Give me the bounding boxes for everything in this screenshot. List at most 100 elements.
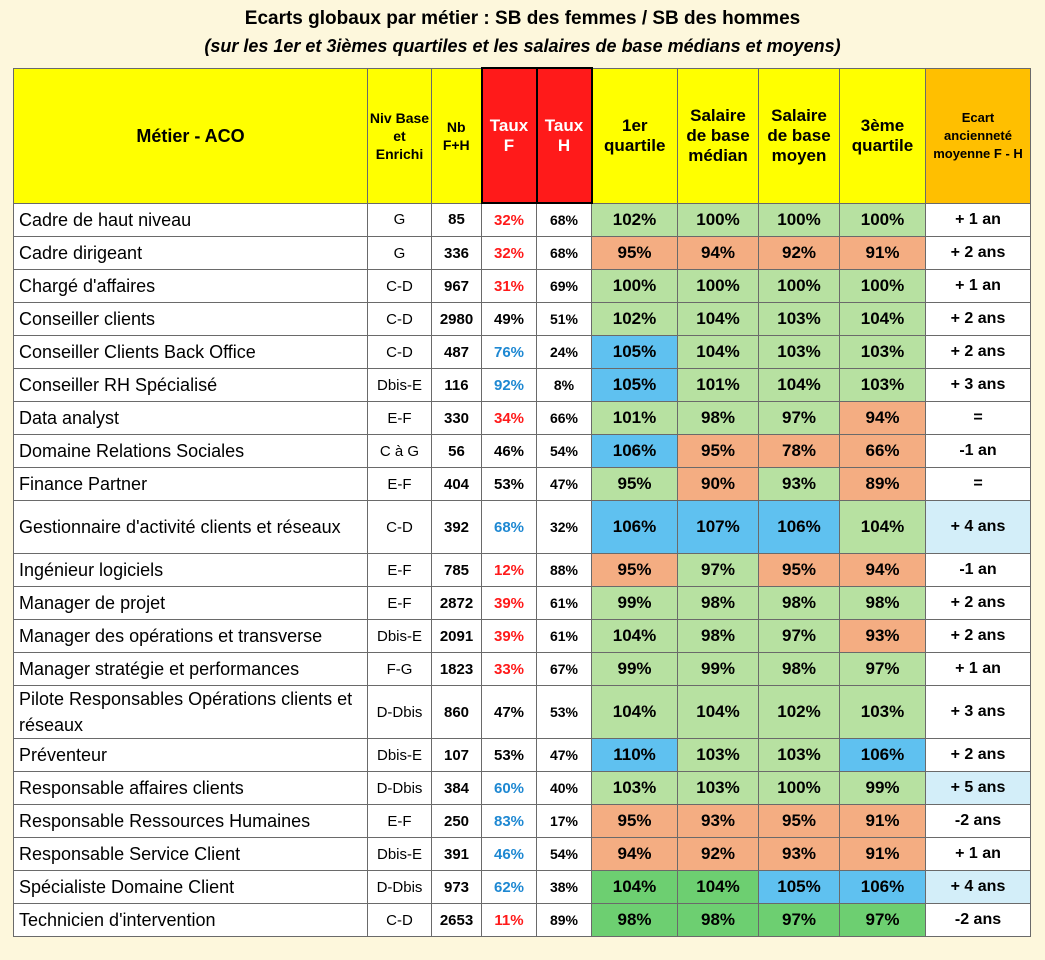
cell-median: 90%: [677, 467, 759, 501]
cell-taux-h: 67%: [536, 652, 592, 686]
cell-median: 93%: [677, 804, 759, 838]
cell-median: 98%: [677, 903, 759, 937]
cell-taux-f: 46%: [481, 434, 537, 468]
cell-taux-h: 89%: [536, 903, 592, 937]
cell-taux-h: 40%: [536, 771, 592, 805]
cell-taux-f: 47%: [481, 685, 537, 739]
cell-moyen: 98%: [758, 586, 840, 620]
cell-niveau: Dbis-E: [367, 619, 432, 653]
cell-metier: Conseiller Clients Back Office: [13, 335, 368, 369]
cell-median: 100%: [677, 202, 759, 237]
cell-taux-f: 92%: [481, 368, 537, 402]
cell-taux-h: 54%: [536, 837, 592, 871]
cell-taux-h: 68%: [536, 236, 592, 270]
cell-q3: 103%: [839, 368, 926, 402]
table-row: Data analyst E-F 330 34% 66% 101% 98% 97…: [13, 401, 1031, 435]
cell-taux-f: 62%: [481, 870, 537, 904]
cell-moyen: 100%: [758, 771, 840, 805]
cell-q3: 89%: [839, 467, 926, 501]
cell-nb: 967: [431, 269, 482, 303]
cell-median: 98%: [677, 586, 759, 620]
cell-taux-h: 38%: [536, 870, 592, 904]
table-row: Domaine Relations Sociales C à G 56 46% …: [13, 434, 1031, 468]
cell-q1: 102%: [591, 202, 678, 237]
cell-q1: 105%: [591, 335, 678, 369]
header-ecart: Ecart ancienneté moyenne F - H: [925, 67, 1031, 204]
header-moyen: Salaire de base moyen: [758, 67, 840, 204]
cell-taux-h: 24%: [536, 335, 592, 369]
cell-q1: 105%: [591, 368, 678, 402]
header-q3: 3ème quartile: [839, 67, 926, 204]
cell-q1: 101%: [591, 401, 678, 435]
cell-moyen: 100%: [758, 202, 840, 237]
cell-taux-f: 33%: [481, 652, 537, 686]
cell-median: 97%: [677, 553, 759, 587]
cell-q1: 100%: [591, 269, 678, 303]
cell-moyen: 103%: [758, 335, 840, 369]
header-metier: Métier - ACO: [13, 67, 368, 204]
cell-nb: 2091: [431, 619, 482, 653]
cell-ecart: =: [925, 401, 1031, 435]
cell-ecart: + 2 ans: [925, 236, 1031, 270]
cell-median: 104%: [677, 302, 759, 336]
table-row: Manager des opérations et transverse Dbi…: [13, 619, 1031, 653]
cell-niveau: E-F: [367, 553, 432, 587]
cell-q1: 103%: [591, 771, 678, 805]
cell-moyen: 102%: [758, 685, 840, 739]
cell-nb: 85: [431, 202, 482, 237]
cell-niveau: D-Dbis: [367, 870, 432, 904]
cell-nb: 107: [431, 738, 482, 772]
cell-median: 94%: [677, 236, 759, 270]
cell-niveau: C-D: [367, 335, 432, 369]
cell-niveau: C à G: [367, 434, 432, 468]
salary-gap-table: Métier - ACO Niv Base et Enrichi Nb F+H …: [13, 67, 1031, 937]
cell-q3: 103%: [839, 685, 926, 739]
cell-median: 99%: [677, 652, 759, 686]
cell-taux-h: 69%: [536, 269, 592, 303]
table-row: Conseiller Clients Back Office C-D 487 7…: [13, 335, 1031, 369]
cell-ecart: + 3 ans: [925, 368, 1031, 402]
cell-metier: Cadre de haut niveau: [13, 202, 368, 237]
cell-niveau: C-D: [367, 269, 432, 303]
cell-taux-h: 88%: [536, 553, 592, 587]
cell-q1: 106%: [591, 434, 678, 468]
cell-moyen: 95%: [758, 804, 840, 838]
table-row: Préventeur Dbis-E 107 53% 47% 110% 103% …: [13, 738, 1031, 772]
cell-q1: 95%: [591, 236, 678, 270]
cell-ecart: -1 an: [925, 553, 1031, 587]
cell-taux-h: 61%: [536, 619, 592, 653]
cell-moyen: 78%: [758, 434, 840, 468]
cell-niveau: C-D: [367, 903, 432, 937]
cell-moyen: 103%: [758, 302, 840, 336]
cell-taux-f: 68%: [481, 500, 537, 554]
page-title: Ecarts globaux par métier : SB des femme…: [244, 8, 801, 29]
cell-q1: 95%: [591, 553, 678, 587]
cell-metier: Chargé d'affaires: [13, 269, 368, 303]
cell-nb: 250: [431, 804, 482, 838]
cell-taux-f: 12%: [481, 553, 537, 587]
cell-ecart: + 5 ans: [925, 771, 1031, 805]
cell-taux-f: 76%: [481, 335, 537, 369]
cell-q3: 97%: [839, 903, 926, 937]
cell-q3: 97%: [839, 652, 926, 686]
cell-moyen: 98%: [758, 652, 840, 686]
cell-taux-h: 66%: [536, 401, 592, 435]
cell-nb: 2872: [431, 586, 482, 620]
cell-niveau: E-F: [367, 586, 432, 620]
table-row: Spécialiste Domaine Client D-Dbis 973 62…: [13, 870, 1031, 904]
table-row: Conseiller clients C-D 2980 49% 51% 102%…: [13, 302, 1031, 336]
cell-ecart: + 2 ans: [925, 738, 1031, 772]
cell-median: 98%: [677, 401, 759, 435]
cell-q3: 106%: [839, 870, 926, 904]
cell-q1: 99%: [591, 652, 678, 686]
cell-moyen: 103%: [758, 738, 840, 772]
table-row: Pilote Responsables Opérations clients e…: [13, 685, 1031, 739]
cell-moyen: 93%: [758, 467, 840, 501]
cell-median: 104%: [677, 870, 759, 904]
cell-metier: Finance Partner: [13, 467, 368, 501]
cell-metier: Responsable Ressources Humaines: [13, 804, 368, 838]
cell-metier: Ingénieur logiciels: [13, 553, 368, 587]
cell-metier: Spécialiste Domaine Client: [13, 870, 368, 904]
cell-q3: 91%: [839, 804, 926, 838]
cell-ecart: + 1 an: [925, 202, 1031, 237]
